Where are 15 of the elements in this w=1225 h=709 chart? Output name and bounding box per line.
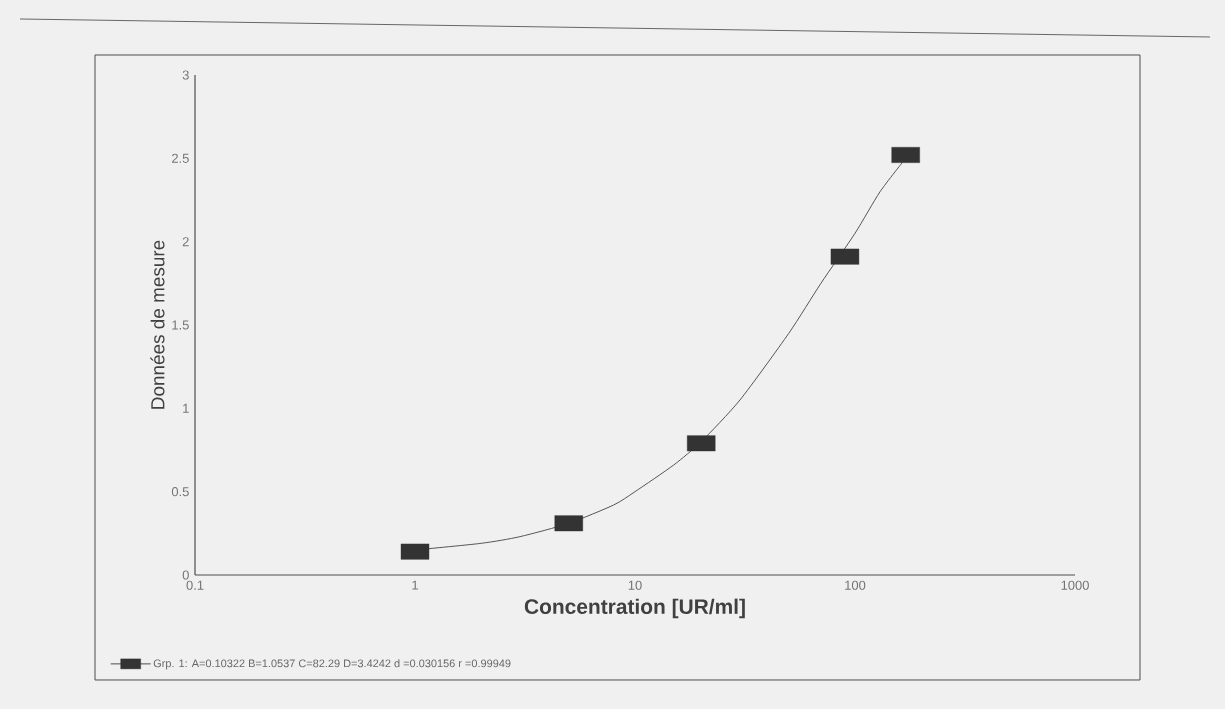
y-tick-label: 1.5 (172, 320, 189, 330)
x-axis-title: Concentration [UR/ml] (524, 598, 745, 619)
x-tick-label: 0.1 (186, 580, 204, 590)
x-tick-label: 1000 (1061, 580, 1089, 590)
y-tick-label: 0.5 (171, 487, 189, 497)
x-tick-label: 10 (628, 580, 642, 590)
y-tick-label: 2 (182, 237, 189, 247)
y-tick-label: 3 (182, 70, 189, 80)
y-tick-label: 0 (182, 570, 189, 580)
x-tick-label: 100 (845, 580, 866, 590)
y-tick-label: 2.5 (172, 153, 189, 163)
legend-label: Grp. 1: A=0.10322 B=1.0537 C=82.29 D=3.4242 d =0.030156 r =0.99949 (153, 659, 511, 670)
y-axis-title: Données de mesure (150, 240, 165, 409)
y-tick-label: 1 (183, 403, 189, 413)
x-tick-label: 1 (412, 580, 418, 590)
